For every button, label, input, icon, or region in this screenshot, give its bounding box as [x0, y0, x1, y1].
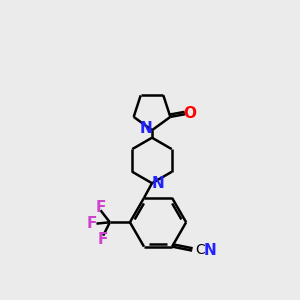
Text: C: C	[196, 243, 206, 256]
Text: F: F	[95, 200, 106, 215]
Text: N: N	[140, 122, 152, 136]
Text: O: O	[183, 106, 196, 121]
Text: N: N	[152, 176, 164, 191]
Text: F: F	[98, 232, 108, 247]
Text: F: F	[86, 216, 97, 231]
Text: N: N	[203, 243, 216, 258]
